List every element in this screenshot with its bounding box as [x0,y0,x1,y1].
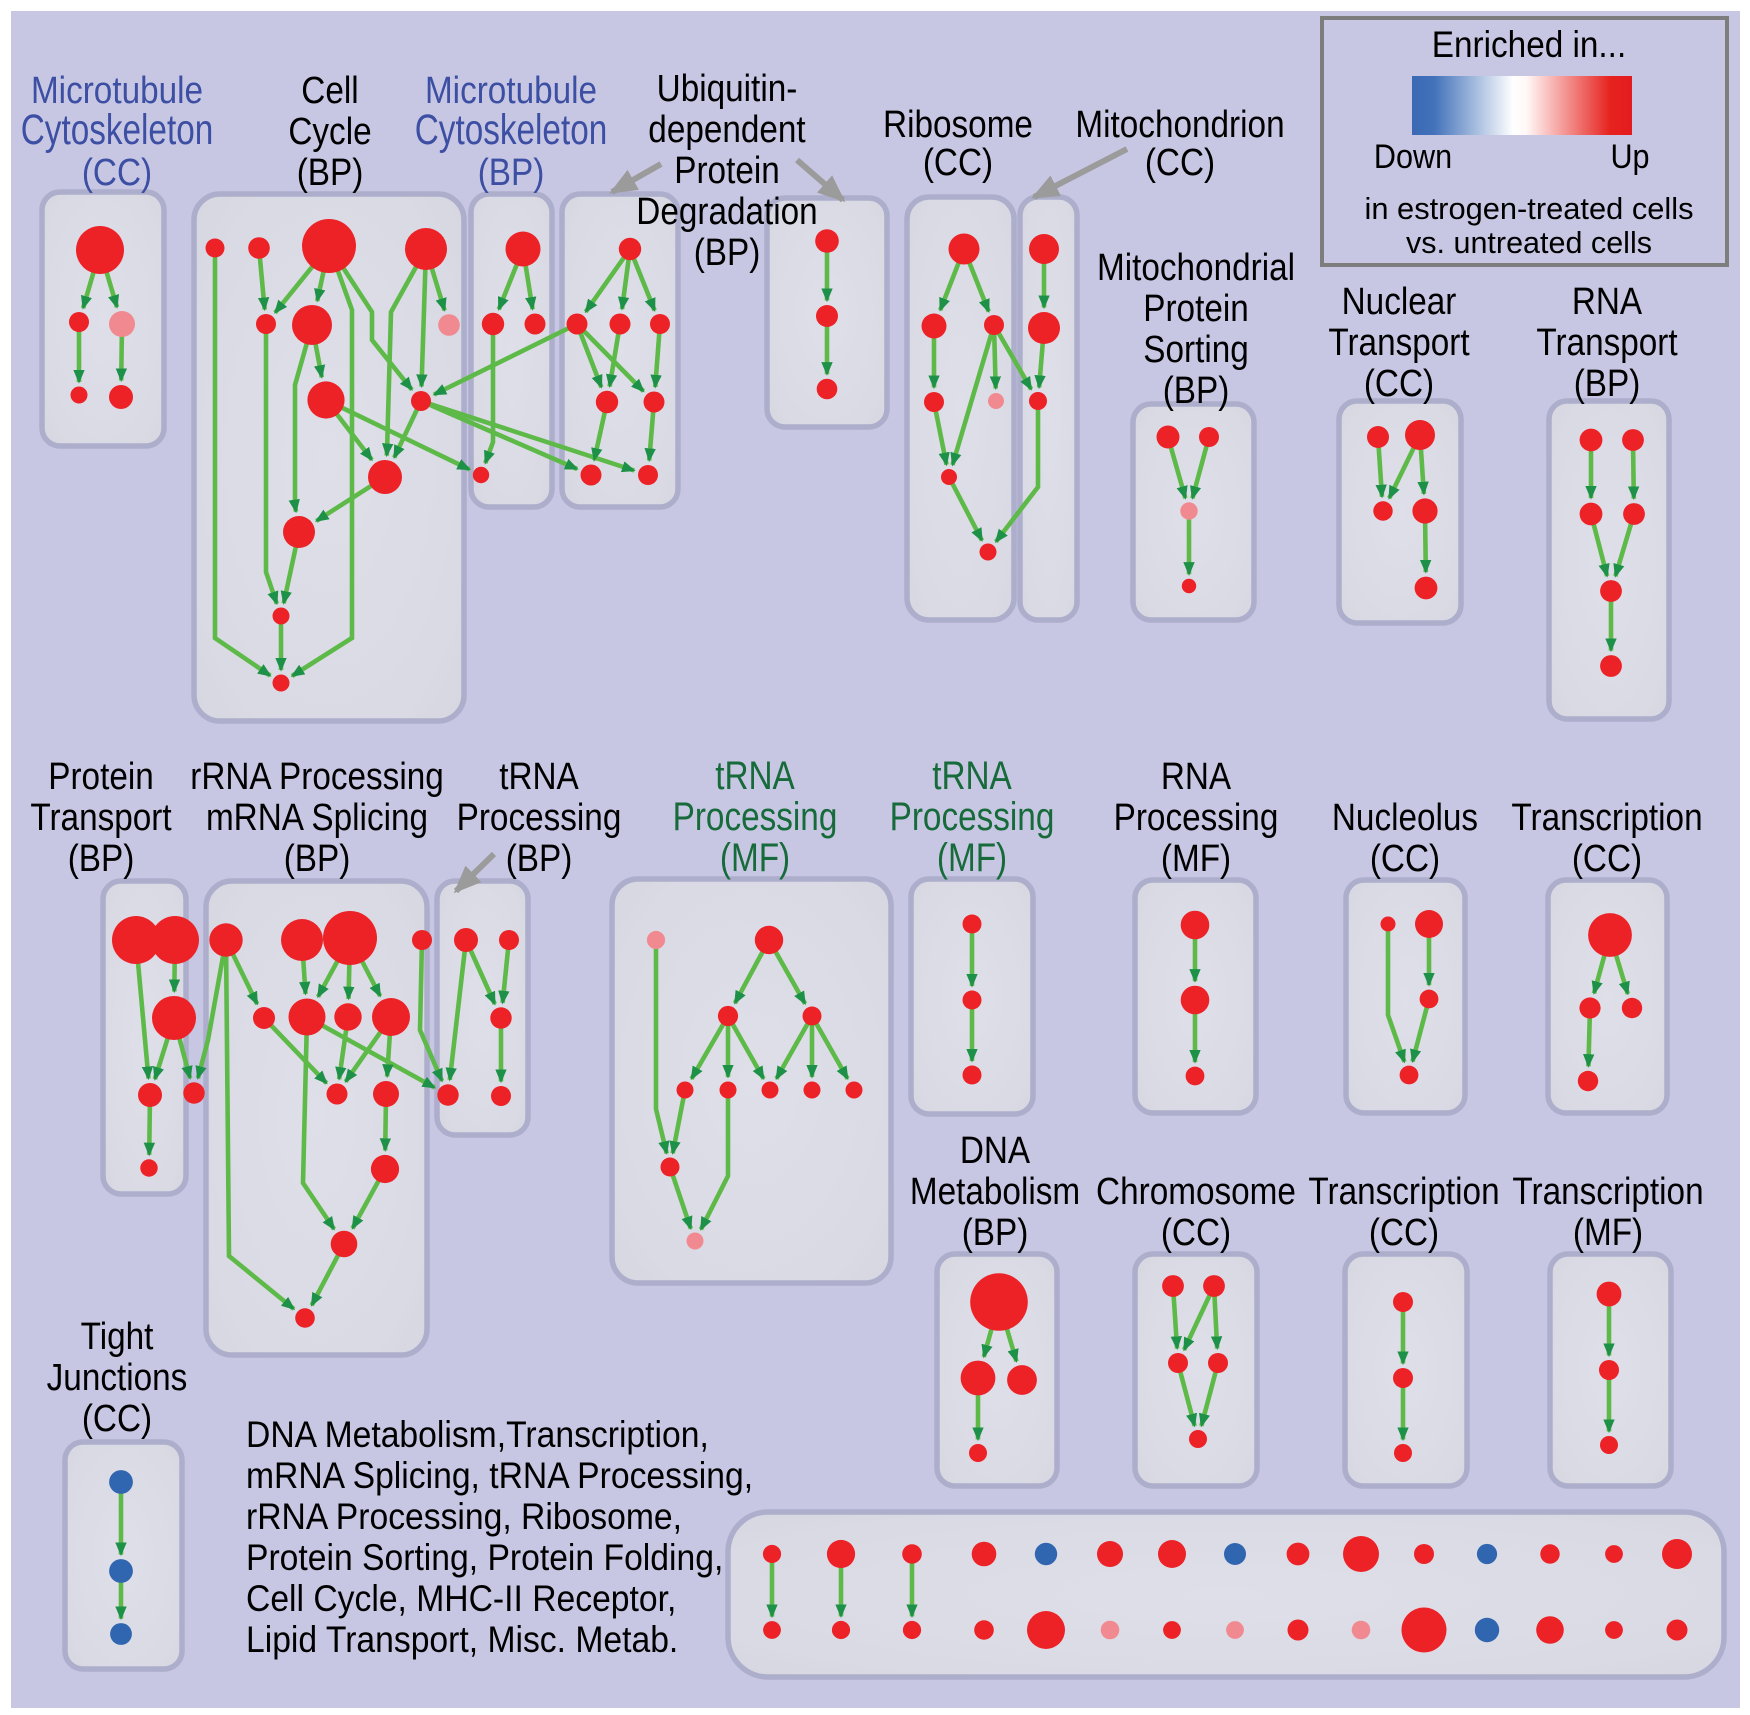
svg-text:Cytoskeleton: Cytoskeleton [21,106,214,154]
svg-text:Cytoskeleton: Cytoskeleton [415,106,608,154]
svg-text:(BP): (BP) [68,838,135,880]
svg-text:RNA: RNA [1572,281,1643,323]
svg-text:Transcription: Transcription [1512,1171,1703,1213]
svg-text:Degradation: Degradation [636,191,817,233]
svg-text:tRNA: tRNA [715,754,795,798]
svg-text:vs. untreated cells: vs. untreated cells [1406,225,1652,260]
svg-text:Enriched in...: Enriched in... [1432,24,1626,65]
svg-text:Down: Down [1374,138,1452,176]
svg-text:tRNA: tRNA [932,754,1012,798]
svg-text:Microtubule: Microtubule [31,70,203,112]
svg-text:(CC): (CC) [1145,142,1215,184]
svg-text:Protein Sorting, Protein Foldi: Protein Sorting, Protein Folding, [246,1537,723,1578]
svg-text:RNA: RNA [1161,756,1232,798]
svg-text:(BP): (BP) [297,152,364,194]
svg-text:(CC): (CC) [1364,363,1434,405]
svg-text:DNA: DNA [960,1130,1031,1172]
svg-text:dependent: dependent [648,109,806,151]
svg-text:DNA Metabolism,Transcription,: DNA Metabolism,Transcription, [246,1414,709,1455]
svg-text:Cell: Cell [301,70,358,112]
svg-text:(MF): (MF) [937,836,1007,880]
svg-text:(BP): (BP) [694,232,761,274]
svg-text:(CC): (CC) [923,142,993,184]
svg-text:Lipid Transport, Misc. Metab.: Lipid Transport, Misc. Metab. [246,1619,678,1660]
svg-text:Cycle: Cycle [288,111,371,153]
svg-text:Nucleolus: Nucleolus [1332,797,1478,839]
svg-text:(CC): (CC) [82,1398,152,1440]
svg-text:Up: Up [1610,138,1649,176]
svg-text:Processing: Processing [457,797,622,839]
svg-text:(MF): (MF) [1161,838,1231,880]
svg-text:Ribosome: Ribosome [883,104,1033,146]
svg-text:Metabolism: Metabolism [910,1171,1080,1213]
svg-text:(BP): (BP) [506,838,573,880]
svg-text:Transport: Transport [30,797,172,839]
svg-text:(CC): (CC) [1161,1212,1231,1254]
svg-text:(MF): (MF) [720,836,790,880]
svg-text:Protein: Protein [48,756,154,798]
svg-text:(BP): (BP) [1163,370,1230,412]
svg-text:(BP): (BP) [284,838,351,880]
svg-text:Protein: Protein [674,150,780,192]
svg-text:Processing: Processing [1114,797,1279,839]
svg-text:Tight: Tight [81,1316,154,1358]
svg-text:tRNA: tRNA [499,756,579,798]
svg-text:Ubiquitin-: Ubiquitin- [657,68,798,110]
svg-text:(BP): (BP) [1574,363,1641,405]
svg-text:Protein: Protein [1143,288,1249,330]
svg-text:Mitochondrion: Mitochondrion [1075,104,1284,146]
svg-text:(CC): (CC) [1572,838,1642,880]
svg-text:Transport: Transport [1328,322,1470,364]
svg-text:(BP): (BP) [478,152,545,194]
svg-text:(CC): (CC) [1370,838,1440,880]
svg-text:(CC): (CC) [82,152,152,194]
svg-text:rRNA Processing, Ribosome,: rRNA Processing, Ribosome, [246,1496,682,1537]
svg-text:Processing: Processing [890,795,1055,839]
svg-text:Microtubule: Microtubule [425,70,597,112]
svg-text:Mitochondrial: Mitochondrial [1097,247,1295,289]
svg-text:(MF): (MF) [1573,1212,1643,1254]
svg-text:rRNA Processing: rRNA Processing [190,756,444,798]
svg-text:(CC): (CC) [1369,1212,1439,1254]
svg-text:in estrogen-treated cells: in estrogen-treated cells [1365,191,1694,226]
svg-text:Transcription: Transcription [1511,797,1702,839]
svg-text:Sorting: Sorting [1143,329,1249,371]
svg-text:Nuclear: Nuclear [1342,281,1457,323]
svg-text:Transport: Transport [1536,322,1678,364]
svg-text:mRNA Splicing, tRNA Processing: mRNA Splicing, tRNA Processing, [246,1455,753,1496]
svg-text:Cell Cycle, MHC-II Receptor,: Cell Cycle, MHC-II Receptor, [246,1578,676,1619]
svg-text:Transcription: Transcription [1308,1171,1499,1213]
svg-text:Junctions: Junctions [47,1357,188,1399]
svg-text:mRNA Splicing: mRNA Splicing [206,797,428,839]
svg-text:Processing: Processing [673,795,838,839]
svg-text:Chromosome: Chromosome [1096,1171,1296,1213]
svg-text:(BP): (BP) [962,1212,1029,1254]
